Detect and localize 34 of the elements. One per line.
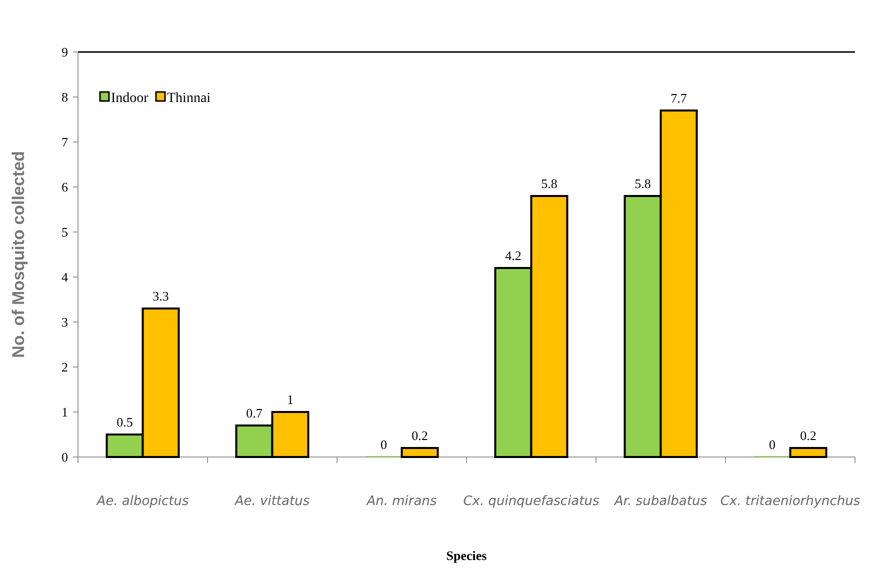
x-tick-label: Cx. tritaeniorhynchus [720, 494, 860, 509]
y-tick-label: 7 [62, 134, 68, 150]
y-tick-label: 9 [62, 44, 68, 60]
legend-label: Indoor [111, 90, 149, 106]
bar [789, 447, 828, 458]
x-tick-label: An. mirans [366, 494, 437, 509]
data-label: 5.8 [634, 176, 651, 191]
data-label: 0 [769, 437, 776, 452]
legend-label: Thinnai [167, 90, 211, 106]
data-label: 0.2 [800, 428, 816, 443]
y-tick-label: 2 [62, 360, 68, 375]
data-label: 5.8 [541, 176, 558, 191]
y-tick-label: 6 [62, 180, 68, 195]
y-tick-label: 5 [62, 224, 68, 240]
x-tick-label: Ar. subalbatus [614, 494, 708, 509]
y-tick-label: 4 [62, 270, 68, 285]
x-tick-label: Ae. vittatus [234, 494, 310, 509]
y-tick-label: 0 [62, 450, 68, 465]
y-tick-label: 8 [62, 90, 68, 105]
data-label: 0.5 [116, 414, 133, 430]
y-tick-label: 1 [62, 404, 68, 420]
data-label: 0 [380, 437, 387, 452]
x-tick-label: Ae. albopictus [96, 494, 190, 509]
data-label: 7.7 [670, 90, 688, 106]
y-axis-title: No. of Mosquito collected [9, 151, 28, 358]
data-label: 0.2 [412, 428, 428, 443]
data-label: 1 [287, 392, 294, 407]
y-tick-label: 3 [62, 314, 68, 330]
x-axis-title: Species [446, 548, 487, 563]
data-label: 4.2 [505, 248, 522, 263]
data-label: 3.3 [152, 288, 169, 304]
data-label: 0.7 [246, 406, 263, 420]
x-tick-label: Cx. quinquefasciatus [463, 494, 600, 509]
bar [400, 447, 439, 458]
